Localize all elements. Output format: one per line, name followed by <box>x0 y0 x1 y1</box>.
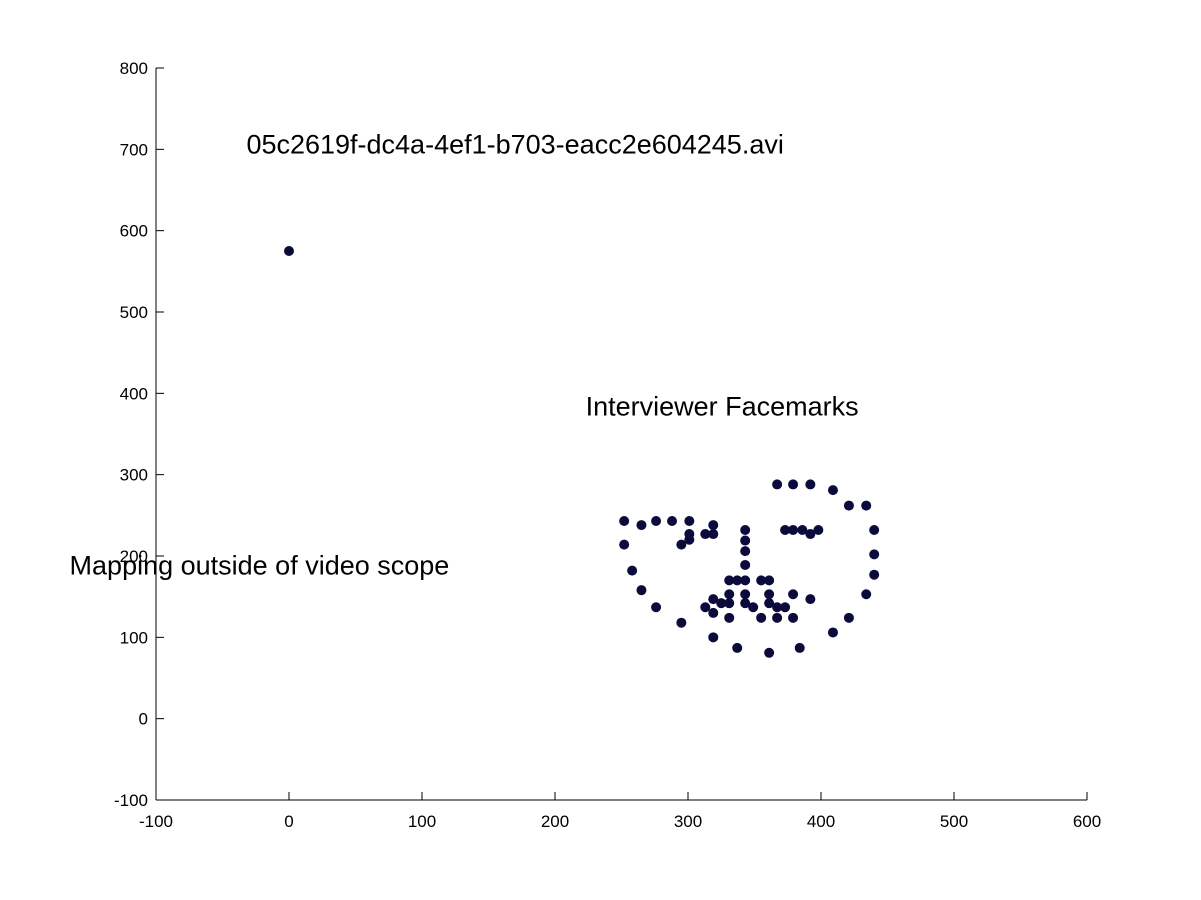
data-point <box>772 479 783 490</box>
y-axis-ticks: -100 0 100 200 300 400 500 600 700 800 <box>114 59 164 810</box>
data-point <box>684 516 695 527</box>
x-tick-label: 400 <box>807 812 835 831</box>
data-point <box>708 520 719 531</box>
data-point <box>861 589 872 600</box>
data-point <box>869 569 880 580</box>
y-tick-label: 200 <box>120 547 148 566</box>
data-point <box>740 589 751 600</box>
x-tick-label: -100 <box>139 812 173 831</box>
data-point <box>764 647 775 658</box>
data-point <box>843 500 854 511</box>
data-point <box>651 602 662 613</box>
data-point <box>708 529 719 540</box>
data-point <box>764 598 775 609</box>
data-point <box>740 575 751 586</box>
data-point <box>788 524 799 535</box>
data-point <box>740 546 751 557</box>
data-point <box>724 598 735 609</box>
y-tick-label: 300 <box>120 466 148 485</box>
data-point <box>805 594 816 605</box>
data-point <box>748 602 759 613</box>
x-tick-label: 100 <box>408 812 436 831</box>
data-points <box>284 246 880 658</box>
data-point <box>780 524 791 535</box>
data-point <box>772 612 783 623</box>
data-point <box>827 485 838 496</box>
data-point <box>813 524 824 535</box>
data-point <box>619 539 630 550</box>
data-point <box>740 598 751 609</box>
data-point <box>708 607 719 618</box>
y-tick-label: 600 <box>120 222 148 241</box>
data-point <box>764 589 775 600</box>
data-point <box>788 612 799 623</box>
data-point <box>843 612 854 623</box>
y-tick-label: 400 <box>120 384 148 403</box>
data-point <box>827 627 838 638</box>
x-axis-ticks: -100 0 100 200 300 400 500 600 <box>139 792 1101 831</box>
data-point <box>651 516 662 527</box>
data-point <box>788 479 799 490</box>
data-point <box>667 516 678 527</box>
data-point <box>788 589 799 600</box>
data-point <box>676 617 687 628</box>
data-point <box>724 612 735 623</box>
data-point <box>740 535 751 546</box>
data-point <box>772 602 783 613</box>
data-point <box>700 602 711 613</box>
data-point <box>724 589 735 600</box>
data-point <box>861 500 872 511</box>
data-point <box>684 529 695 540</box>
y-tick-label: -100 <box>114 791 148 810</box>
data-point <box>716 598 727 609</box>
x-tick-label: 0 <box>284 812 293 831</box>
annotation-outside: Mapping outside of video scope <box>70 551 450 581</box>
data-point <box>636 520 647 531</box>
data-point <box>756 612 767 623</box>
y-tick-label: 0 <box>139 710 148 729</box>
y-tick-label: 500 <box>120 303 148 322</box>
data-point <box>869 549 880 560</box>
data-point <box>619 516 630 527</box>
data-point <box>805 529 816 540</box>
y-tick-label: 700 <box>120 140 148 159</box>
y-tick-label: 800 <box>120 59 148 78</box>
data-point <box>724 575 735 586</box>
data-point <box>805 479 816 490</box>
data-point <box>740 524 751 535</box>
data-point <box>284 246 294 256</box>
data-point <box>732 642 743 653</box>
data-point <box>732 575 743 586</box>
x-tick-label: 200 <box>541 812 569 831</box>
data-point <box>794 642 805 653</box>
data-point <box>676 539 687 550</box>
data-point <box>627 565 638 576</box>
data-point <box>636 585 647 596</box>
data-point <box>869 524 880 535</box>
data-point <box>780 602 791 613</box>
data-point <box>756 575 767 586</box>
data-point <box>764 575 775 586</box>
x-tick-label: 300 <box>674 812 702 831</box>
data-point <box>708 632 719 643</box>
y-tick-label: 100 <box>120 628 148 647</box>
data-point <box>700 529 711 540</box>
annotation-filename: 05c2619f-dc4a-4ef1-b703-eacc2e604245.avi <box>246 129 783 159</box>
x-tick-label: 600 <box>1073 812 1101 831</box>
annotation-interviewer: Interviewer Facemarks <box>586 391 859 421</box>
data-point <box>797 524 808 535</box>
annotations: 05c2619f-dc4a-4ef1-b703-eacc2e604245.avi… <box>70 129 859 580</box>
data-point <box>740 559 751 570</box>
data-point <box>708 594 719 605</box>
x-tick-label: 500 <box>940 812 968 831</box>
